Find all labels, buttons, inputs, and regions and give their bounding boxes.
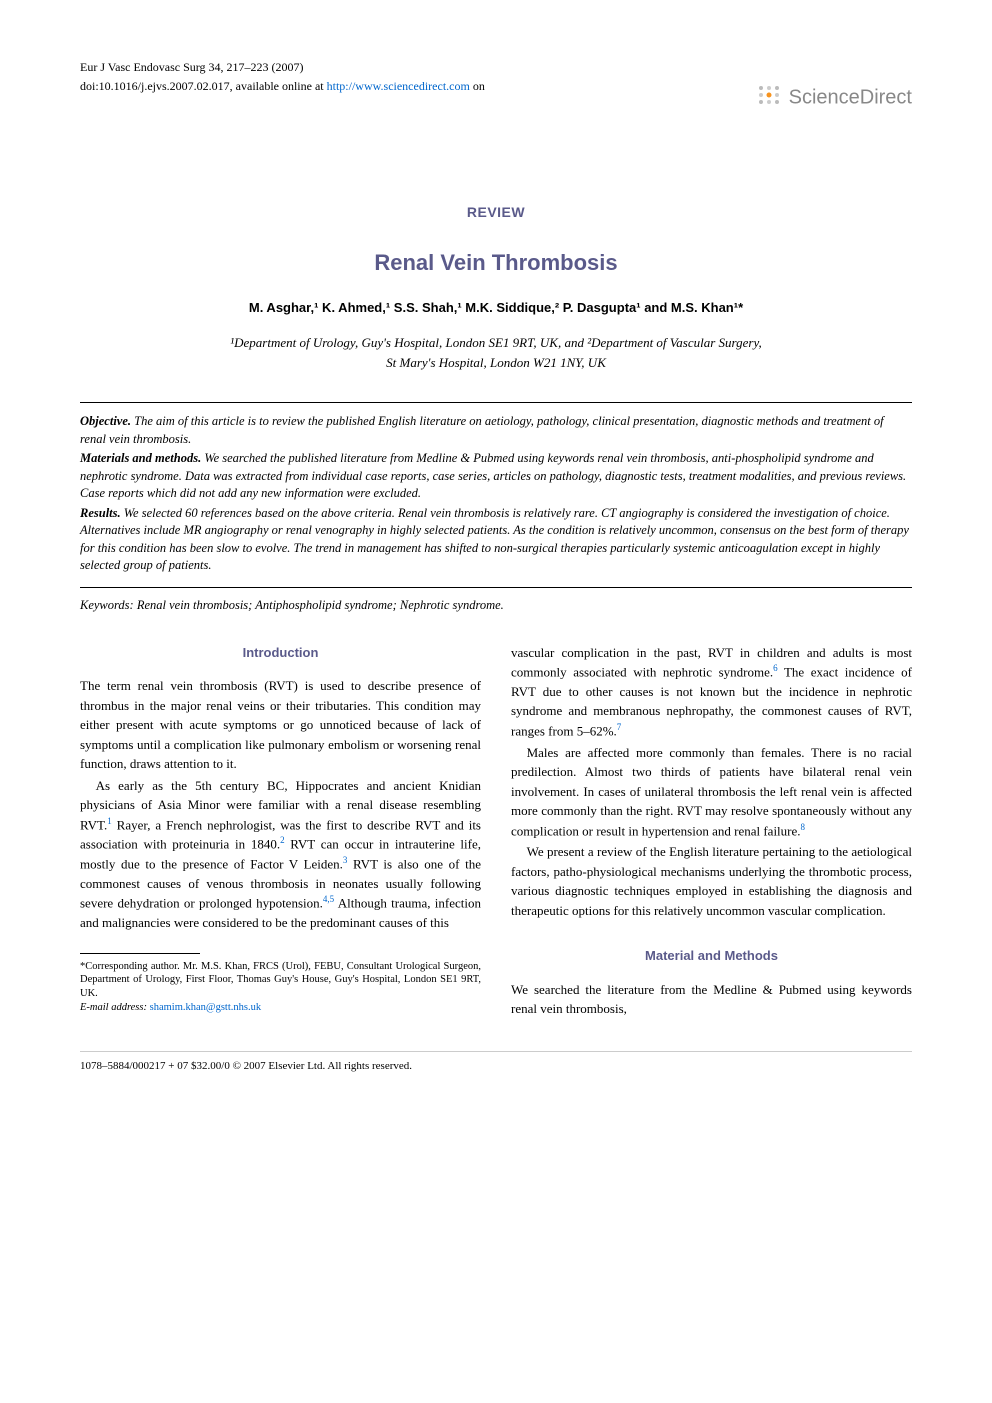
footnote-rule bbox=[80, 953, 200, 954]
ref-4-5[interactable]: 4,5 bbox=[323, 894, 334, 904]
col2-p2a: Males are affected more commonly than fe… bbox=[511, 745, 912, 838]
abstract-results-text: We selected 60 references based on the a… bbox=[80, 506, 909, 573]
doi-suffix: on bbox=[470, 79, 485, 93]
sciencedirect-logo: ScienceDirect bbox=[755, 84, 912, 112]
ref-7[interactable]: 7 bbox=[617, 722, 622, 732]
abstract-objective-label: Objective. bbox=[80, 414, 131, 428]
material-methods-heading: Material and Methods bbox=[511, 946, 912, 966]
abstract-block: Objective. The aim of this article is to… bbox=[80, 402, 912, 588]
sciencedirect-text: ScienceDirect bbox=[789, 86, 912, 108]
body-columns: Introduction The term renal vein thrombo… bbox=[80, 643, 912, 1021]
journal-reference: Eur J Vasc Endovasc Surg 34, 217–223 (20… bbox=[80, 60, 912, 75]
authors-line: M. Asghar,¹ K. Ahmed,¹ S.S. Shah,¹ M.K. … bbox=[80, 300, 912, 315]
article-title: Renal Vein Thrombosis bbox=[80, 250, 912, 276]
keywords-line: Keywords: Renal vein thrombosis; Antipho… bbox=[80, 598, 912, 613]
intro-paragraph-2: As early as the 5th century BC, Hippocra… bbox=[80, 776, 481, 933]
intro-paragraph-1: The term renal vein thrombosis (RVT) is … bbox=[80, 676, 481, 774]
footnote-text: *Corresponding author. Mr. M.S. Khan, FR… bbox=[80, 961, 481, 999]
abstract-objective-text: The aim of this article is to review the… bbox=[80, 414, 884, 446]
mm-paragraph-1: We searched the literature from the Medl… bbox=[511, 980, 912, 1019]
doi-prefix: doi:10.1016/j.ejvs.2007.02.017, availabl… bbox=[80, 79, 327, 93]
ref-8[interactable]: 8 bbox=[801, 822, 806, 832]
col2-paragraph-1: vascular complication in the past, RVT i… bbox=[511, 643, 912, 741]
col2-paragraph-2: Males are affected more commonly than fe… bbox=[511, 743, 912, 841]
sciencedirect-dots-icon bbox=[755, 84, 783, 112]
affil-line-1: ¹Department of Urology, Guy's Hospital, … bbox=[230, 335, 762, 350]
copyright-line: 1078–5884/000217 + 07 $32.00/0 © 2007 El… bbox=[80, 1051, 912, 1072]
affil-line-2: St Mary's Hospital, London W21 1NY, UK bbox=[386, 355, 606, 370]
left-column: Introduction The term renal vein thrombo… bbox=[80, 643, 481, 1021]
introduction-heading: Introduction bbox=[80, 643, 481, 663]
affiliations: ¹Department of Urology, Guy's Hospital, … bbox=[80, 333, 912, 372]
abstract-methods-text: We searched the published literature fro… bbox=[80, 451, 906, 500]
corresponding-author-footnote: *Corresponding author. Mr. M.S. Khan, FR… bbox=[80, 960, 481, 1015]
review-label: REVIEW bbox=[80, 204, 912, 220]
email-label: E-mail address: bbox=[80, 1002, 147, 1013]
corresponding-email-link[interactable]: shamim.khan@gstt.nhs.uk bbox=[150, 1002, 261, 1013]
abstract-results-label: Results. bbox=[80, 506, 121, 520]
col2-paragraph-3: We present a review of the English liter… bbox=[511, 842, 912, 920]
right-column: vascular complication in the past, RVT i… bbox=[511, 643, 912, 1021]
abstract-methods-label: Materials and methods. bbox=[80, 451, 201, 465]
doi-url-link[interactable]: http://www.sciencedirect.com bbox=[327, 79, 470, 93]
